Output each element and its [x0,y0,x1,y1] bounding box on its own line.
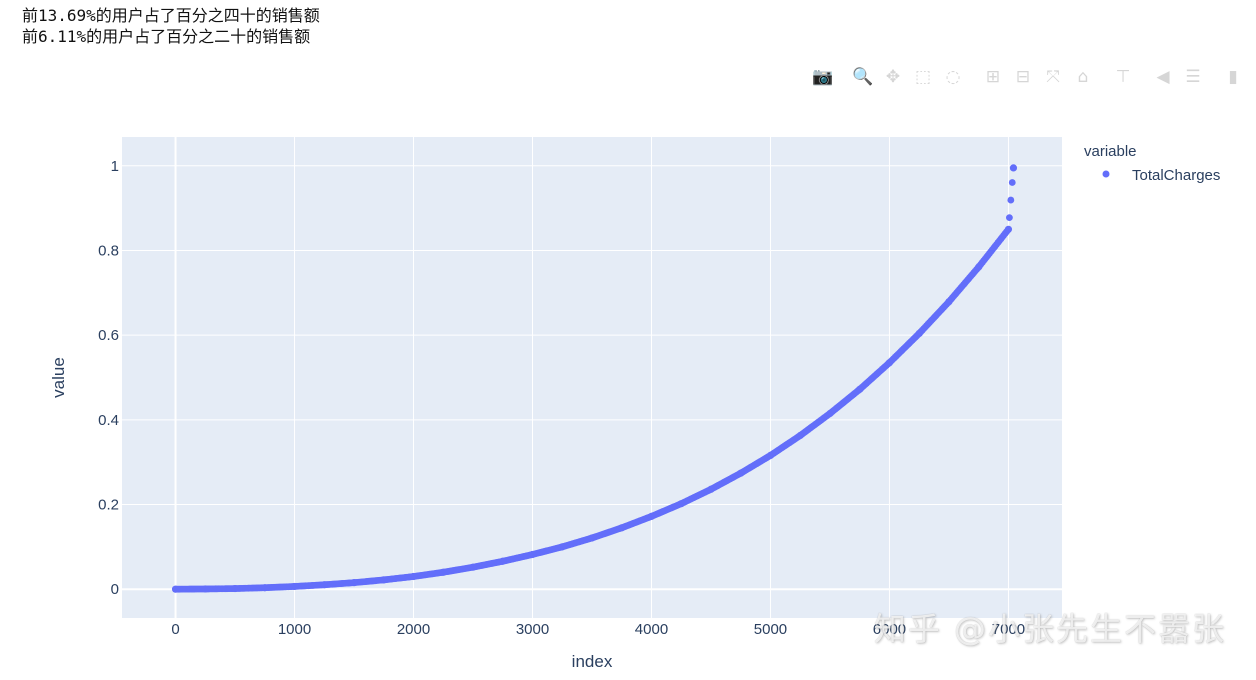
hover-closest-icon[interactable]: ◀ [1156,67,1170,87]
modebar-group: 🔍 ✥ ⬚ ◌ [848,66,968,88]
autoscale-icon[interactable]: ⤧ [1046,67,1060,87]
data-point [647,512,656,520]
data-point [618,524,626,532]
data-point [320,581,328,589]
data-point [469,563,477,571]
data-point [1007,196,1015,204]
y-tick-label: 0 [111,581,119,598]
x-tick-label: 4000 [635,621,668,638]
data-point [707,485,715,493]
x-tick-label: 2000 [397,621,430,638]
data-point [528,550,537,559]
y-tick-label: 0.2 [98,497,119,514]
data-point [380,576,388,584]
output-text: 前13.69%的用户占了百分之四十的销售额 前6.11%的用户占了百分之二十的销… [22,5,320,47]
modebar-group: ⊤ [1108,66,1138,88]
data-point [975,263,983,271]
plotly-modebar: 📷 🔍 ✥ ⬚ ◌ ⊞ ⊟ ⤧ ⌂ ⊤ ◀ ☰ ▮ [798,66,1248,88]
legend-title: variable [1084,143,1137,160]
legend-entry-label: TotalCharges [1132,167,1220,184]
x-tick-label: 5000 [754,621,787,638]
pan-icon[interactable]: ✥ [885,67,901,87]
modebar-group: ◀ ☰ [1148,66,1208,88]
data-point [558,543,566,551]
output-line-2: 前6.11%的用户占了百分之二十的销售额 [22,27,311,46]
data-point [945,298,953,306]
data-point [1008,179,1016,186]
y-axis-title: value [49,357,68,398]
modebar-group: ⊞ ⊟ ⤧ ⌂ [978,66,1098,88]
y-tick-label: 0.4 [98,412,119,429]
y-tick-label: 1 [111,158,119,175]
data-point [1009,164,1018,172]
data-point [201,585,209,593]
home-icon[interactable]: ⌂ [1077,67,1089,87]
legend-marker [1102,170,1110,178]
y-tick-label: 0.8 [98,242,119,259]
data-point [885,359,894,367]
zoom-icon[interactable]: 🔍 [852,67,874,87]
data-point [677,500,685,508]
data-point [439,568,447,576]
zoom-in-icon[interactable]: ⊞ [985,67,1001,87]
data-point [1006,214,1013,222]
spike-lines-icon[interactable]: ⊤ [1115,67,1131,87]
data-point [171,585,180,593]
data-point [737,469,745,477]
data-point [588,534,596,542]
data-point [766,451,775,460]
x-tick-label: 7000 [992,621,1025,638]
x-tick-label: 1000 [278,621,311,638]
x-axis-title: index [572,652,613,671]
data-point [499,557,507,565]
data-point [409,572,418,581]
data-point [796,431,804,440]
camera-icon[interactable]: 📷 [812,67,834,87]
zoom-out-icon[interactable]: ⊟ [1015,67,1031,87]
output-line-1: 前13.69%的用户占了百分之四十的销售额 [22,6,320,25]
data-point [915,329,923,338]
modebar-group: 📷 [808,66,838,88]
x-tick-label: 3000 [516,621,549,638]
series-totalcharges [171,164,1018,593]
y-tick-label: 0.6 [98,327,119,344]
x-tick-label: 0 [171,621,179,638]
data-point [826,409,834,418]
data-point [1004,225,1013,233]
watermark: 知乎 @小张先生不嚣张 [873,610,1226,648]
box-select-icon[interactable]: ⬚ [914,67,932,87]
lasso-select-icon[interactable]: ◌ [945,67,961,87]
data-point [350,579,358,587]
data-point [290,582,299,591]
x-tick-label: 6000 [873,621,906,638]
data-point [231,584,239,593]
plotly-logo-icon[interactable]: ▮ [1228,67,1238,87]
hover-compare-icon[interactable]: ☰ [1185,67,1201,87]
modebar-group: ▮ [1218,66,1248,88]
plot-area [122,137,1062,618]
data-point [856,385,864,393]
data-point [261,584,269,592]
